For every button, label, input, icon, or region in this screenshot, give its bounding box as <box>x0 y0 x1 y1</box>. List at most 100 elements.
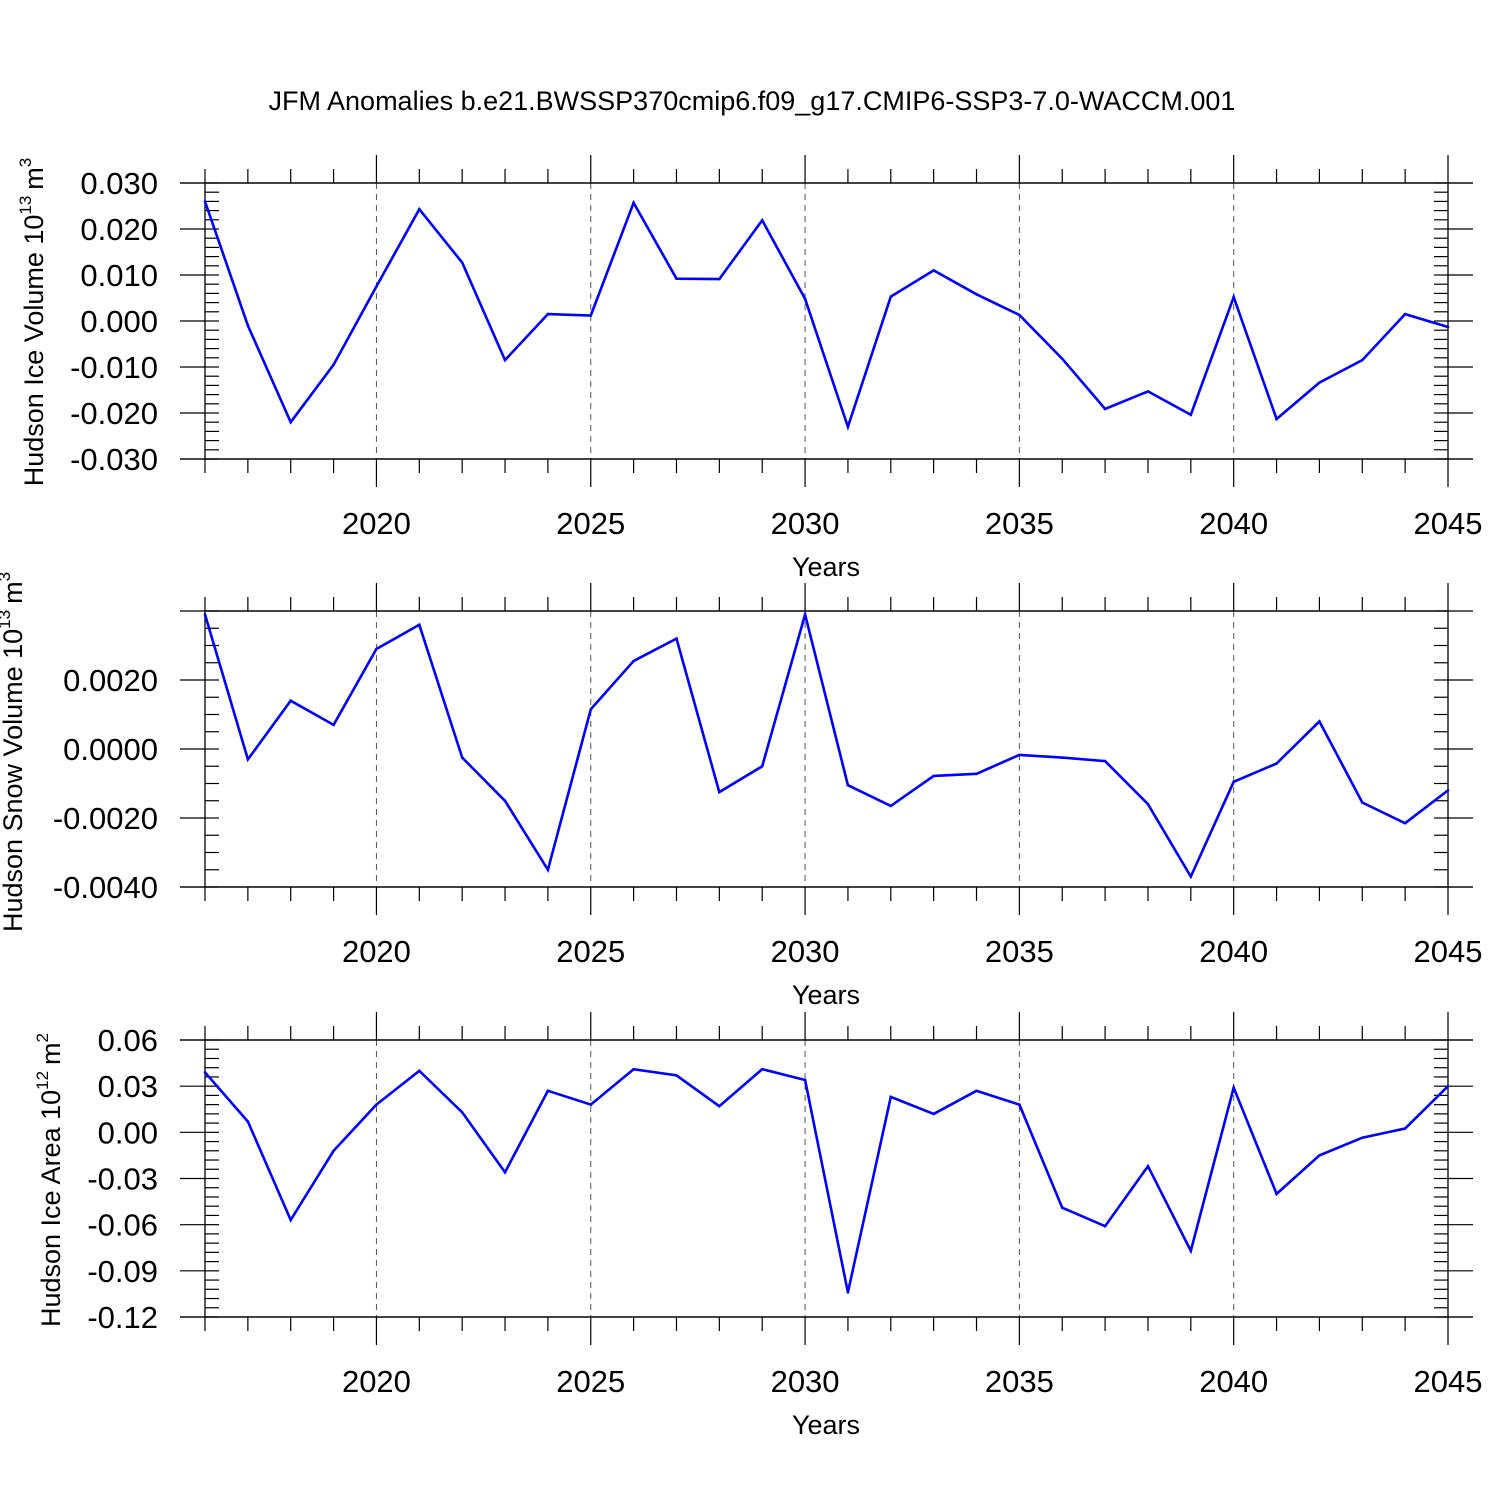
data-point <box>546 312 550 316</box>
data-point <box>1232 1086 1235 1090</box>
y-axis-label-unit: m <box>36 1042 66 1065</box>
y-tick-label: -0.03 <box>87 1162 158 1197</box>
y-tick-label: 0.000 <box>80 304 158 339</box>
data-point <box>1146 802 1150 806</box>
x-tick-label: 2040 <box>1199 934 1268 969</box>
data-point <box>932 774 935 778</box>
data-point <box>675 637 678 640</box>
x-tick-label: 2020 <box>342 506 411 541</box>
data-point <box>1018 1103 1021 1106</box>
x-tick-label: 2045 <box>1414 1364 1483 1399</box>
x-axis-label: Years <box>792 552 860 582</box>
data-point <box>889 295 893 298</box>
data-point <box>718 1104 721 1108</box>
data-point <box>1403 821 1407 825</box>
y-tick-label: 0.0000 <box>63 732 158 767</box>
data-point <box>846 1291 850 1294</box>
series-line <box>204 1067 1449 1293</box>
data-point <box>332 723 335 727</box>
data-point <box>589 314 593 317</box>
data-point <box>503 358 507 362</box>
data-point <box>718 790 721 794</box>
data-point <box>632 659 635 663</box>
y-axis-label-exponent: 12 <box>33 1071 52 1090</box>
data-point <box>375 1103 378 1106</box>
x-tick-label: 2035 <box>985 1364 1054 1399</box>
data-point <box>589 708 593 711</box>
data-point <box>1403 312 1407 316</box>
data-point <box>332 1149 335 1153</box>
x-tick-label: 2020 <box>342 934 411 969</box>
data-point <box>1360 1136 1364 1140</box>
y-axis-label: Hudson Ice Area 1012 m2 <box>33 1033 66 1327</box>
data-point <box>246 324 250 327</box>
y-axis-label-main: Hudson Snow Volume 10 <box>0 629 28 932</box>
y-tick-label: 0.030 <box>80 166 158 201</box>
data-point <box>460 261 464 264</box>
data-point <box>975 293 978 296</box>
y-axis-label-unit-exponent: 3 <box>16 158 35 167</box>
data-point <box>1318 381 1321 384</box>
data-point <box>1275 762 1278 765</box>
data-point <box>932 1112 935 1116</box>
chart-title: JFM Anomalies b.e21.BWSSP370cmip6.f09_g1… <box>269 86 1236 116</box>
data-point <box>1060 1206 1064 1210</box>
plot-frame <box>204 610 1449 888</box>
y-axis-label-unit: m <box>0 581 28 604</box>
data-point <box>1446 325 1450 329</box>
data-point <box>1318 720 1321 723</box>
y-tick-label: 0.0020 <box>63 663 158 698</box>
data-point <box>975 772 978 776</box>
data-point <box>460 756 464 759</box>
data-point <box>675 1074 678 1077</box>
data-point <box>1103 1224 1107 1228</box>
y-tick-label: -0.020 <box>70 396 158 431</box>
data-point <box>503 799 507 803</box>
y-tick-label: -0.0040 <box>53 870 158 905</box>
data-point <box>1060 756 1064 759</box>
data-point <box>246 1120 250 1123</box>
panel-3: 2020 2025 2030 2035 2040 2045 0.06 0.03 0.00 -0.0… <box>33 1012 1482 1440</box>
data-point <box>1275 1192 1278 1196</box>
data-point <box>803 613 807 616</box>
data-point <box>1446 789 1450 792</box>
data-point <box>1275 417 1278 421</box>
y-axis-label-main: Hudson Ice Area 10 <box>36 1090 66 1327</box>
data-point <box>1189 1249 1193 1253</box>
data-point <box>1232 780 1235 784</box>
y-axis-label-unit-exponent: 3 <box>0 572 14 581</box>
x-tick-label: 2030 <box>771 506 840 541</box>
data-point <box>718 277 721 281</box>
data-point <box>375 647 378 651</box>
x-axis-label: Years <box>792 1410 860 1440</box>
x-tick-label: 2030 <box>771 934 840 969</box>
y-tick-label: -0.010 <box>70 350 158 385</box>
panel-2: 2020 2025 2030 2035 2040 2045 0.0020 0.0000 -0.0… <box>0 572 1482 1010</box>
x-tick-label: 2045 <box>1414 934 1483 969</box>
data-point <box>1189 875 1193 878</box>
data-point <box>1146 1164 1150 1168</box>
data-point <box>889 1095 893 1099</box>
data-point <box>803 1078 807 1082</box>
data-point <box>203 200 207 203</box>
data-point <box>1060 357 1064 361</box>
y-axis-label-exponent: 13 <box>0 610 14 629</box>
y-axis-label-unit-exponent: 2 <box>33 1033 52 1042</box>
data-point <box>418 207 421 211</box>
data-point <box>1018 313 1021 317</box>
y-tick-label: 0.010 <box>80 258 158 293</box>
panels-container: 2020 2025 2030 2035 2040 2045 0.030 0.020 0.010 0… <box>0 155 1482 1440</box>
data-point <box>760 1067 764 1071</box>
x-tick-label: 2020 <box>342 1364 411 1399</box>
data-point <box>1018 753 1021 757</box>
data-point <box>289 1218 293 1222</box>
data-point <box>332 363 335 367</box>
data-point <box>975 1089 978 1093</box>
x-tick-label: 2025 <box>556 934 625 969</box>
data-point <box>203 613 207 616</box>
panel-1: 2020 2025 2030 2035 2040 2045 0.030 0.020 0.010 0… <box>16 155 1482 582</box>
data-point <box>1403 1127 1407 1130</box>
data-point <box>1360 358 1364 362</box>
y-axis-label: Hudson Ice Volume 1013 m3 <box>16 158 49 487</box>
